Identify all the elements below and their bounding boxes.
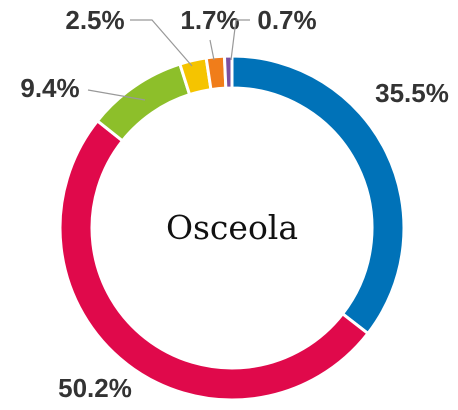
- data-label: 50.2%: [58, 373, 132, 403]
- leader-line: [209, 39, 215, 61]
- slice: [222, 54, 234, 90]
- data-label: 1.7%: [180, 5, 239, 35]
- center-label: Osceola: [166, 208, 298, 247]
- slice: [95, 62, 192, 143]
- data-label: 0.7%: [257, 5, 316, 35]
- leader-line: [130, 19, 193, 67]
- slice: [58, 118, 371, 402]
- leader-line: [230, 19, 250, 61]
- leader-line: [87, 89, 146, 101]
- slice: [204, 54, 228, 92]
- data-label: 35.5%: [375, 78, 449, 108]
- data-label: 9.4%: [20, 73, 79, 103]
- data-label: 2.5%: [65, 5, 124, 35]
